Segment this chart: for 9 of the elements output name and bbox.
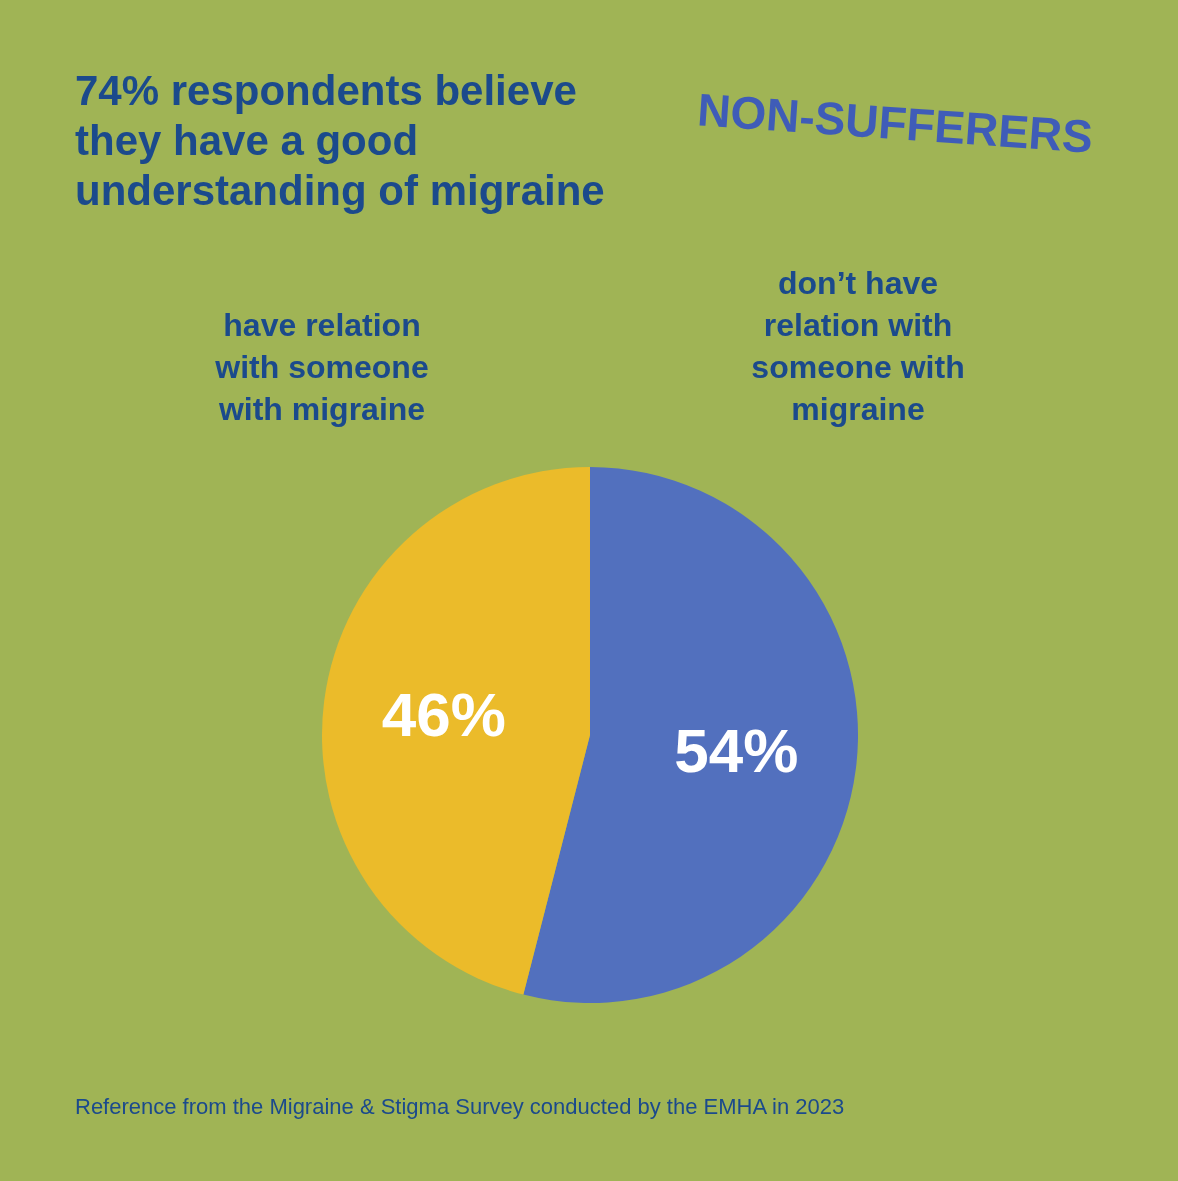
data-label: 46% bbox=[381, 679, 506, 749]
chart-subtitle: NON-SUFFERERS bbox=[695, 83, 1095, 163]
data-label: 54% bbox=[674, 716, 799, 786]
chart-title: 74% respondents believe they have a good understanding of migraine bbox=[75, 67, 605, 214]
slice-label: don’t have relation with someone with migraine bbox=[751, 265, 965, 427]
pie-slice bbox=[523, 467, 858, 1003]
text: Reference from the Migraine & Stigma Survey conducted by the EMHA in 2023 bbox=[75, 1094, 845, 1119]
pie-slice bbox=[322, 467, 590, 995]
slice-label: have relation with someone with migraine bbox=[214, 307, 429, 427]
